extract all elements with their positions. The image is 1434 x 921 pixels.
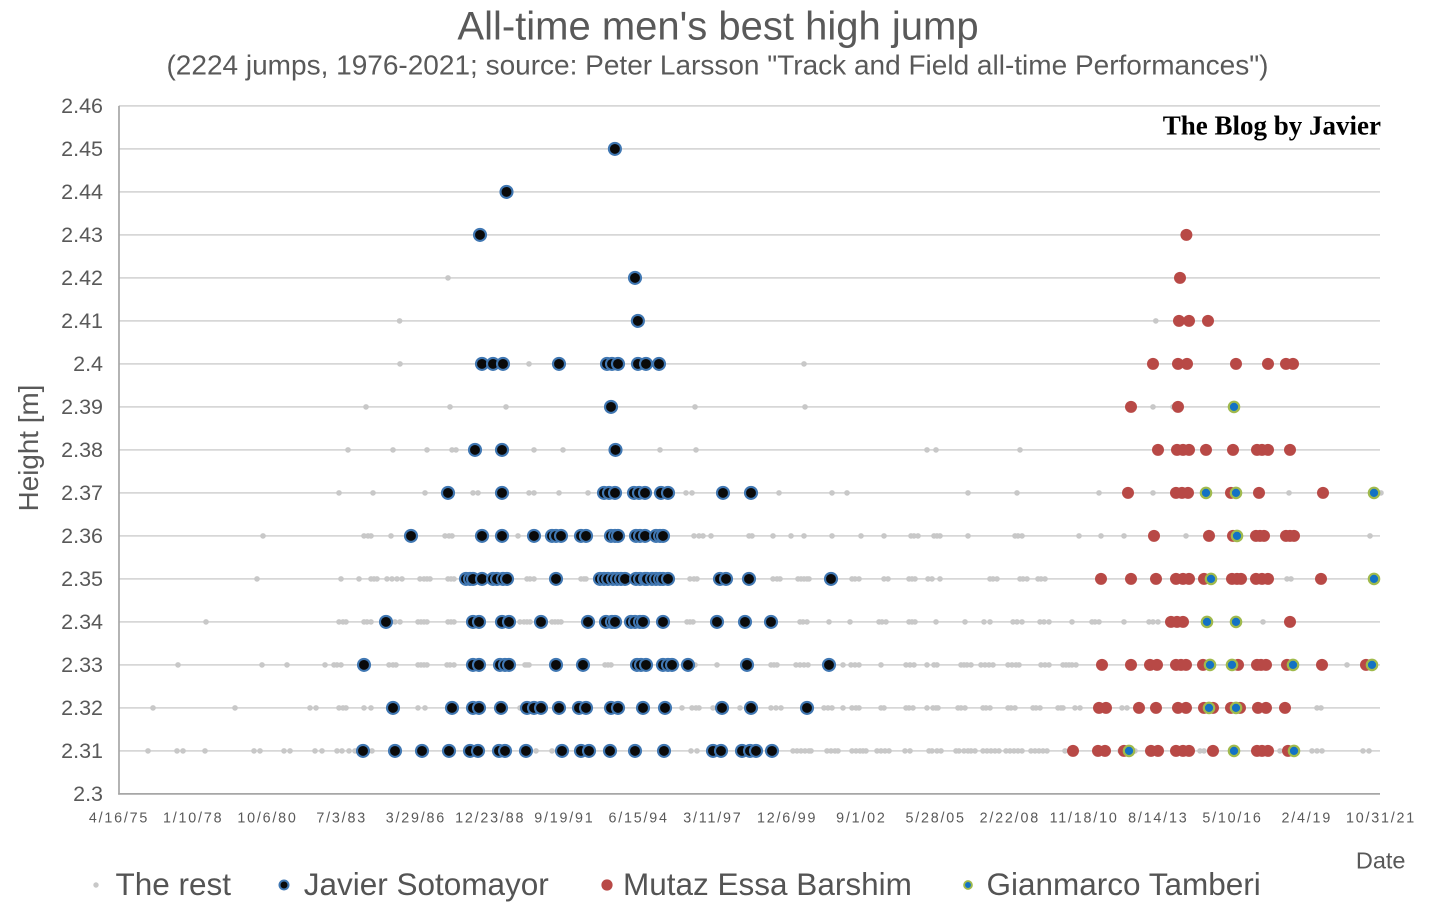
svg-text:9/1/02: 9/1/02 [836,811,887,827]
svg-text:Gianmarco Tamberi: Gianmarco Tamberi [987,866,1261,902]
svg-text:2.46: 2.46 [61,94,103,118]
svg-text:2.3: 2.3 [73,782,103,806]
svg-text:2.36: 2.36 [61,524,103,548]
svg-text:8/14/13: 8/14/13 [1128,811,1188,827]
svg-text:2.43: 2.43 [61,223,103,247]
svg-text:2.39: 2.39 [61,395,103,419]
svg-text:2.37: 2.37 [61,481,103,505]
svg-text:2.33: 2.33 [61,653,103,677]
svg-text:12/23/88: 12/23/88 [455,811,525,827]
svg-text:Javier Sotomayor: Javier Sotomayor [304,866,549,902]
svg-text:2.45: 2.45 [61,137,103,161]
svg-text:(2224 jumps, 1976-2021; source: (2224 jumps, 1976-2021; source: Peter La… [166,50,1268,81]
svg-text:11/18/10: 11/18/10 [1050,811,1119,827]
svg-text:2.31: 2.31 [61,739,103,763]
svg-text:6/15/94: 6/15/94 [608,811,668,827]
svg-text:The rest: The rest [116,866,232,902]
svg-text:10/31/21: 10/31/21 [1346,811,1416,827]
svg-text:2/22/08: 2/22/08 [980,811,1040,827]
svg-text:12/6/99: 12/6/99 [757,811,817,827]
svg-text:Mutaz Essa Barshim: Mutaz Essa Barshim [623,866,912,902]
svg-text:4/16/75: 4/16/75 [89,811,149,827]
svg-text:2.34: 2.34 [61,610,103,634]
svg-text:2.4: 2.4 [73,352,103,376]
svg-text:7/3/83: 7/3/83 [316,811,367,827]
svg-text:2.38: 2.38 [61,438,103,462]
svg-text:Date: Date [1356,848,1406,874]
svg-text:All-time men's best high jump: All-time men's best high jump [457,5,978,49]
svg-text:2.35: 2.35 [61,567,103,591]
svg-text:3/11/97: 3/11/97 [683,811,742,827]
svg-text:Height [m]: Height [m] [13,385,44,512]
svg-text:2.32: 2.32 [61,696,103,720]
svg-text:2.41: 2.41 [61,309,103,333]
svg-text:5/10/16: 5/10/16 [1202,811,1262,827]
svg-text:3/29/86: 3/29/86 [386,811,446,827]
svg-text:5/28/05: 5/28/05 [905,811,965,827]
svg-text:9/19/91: 9/19/91 [534,811,594,827]
svg-text:1/10/78: 1/10/78 [163,811,223,827]
svg-text:2.44: 2.44 [61,180,103,204]
svg-text:2/4/19: 2/4/19 [1282,811,1333,827]
svg-text:10/6/80: 10/6/80 [237,811,297,827]
svg-text:The Blog by Javier: The Blog by Javier [1163,111,1381,141]
svg-text:2.42: 2.42 [61,266,103,290]
